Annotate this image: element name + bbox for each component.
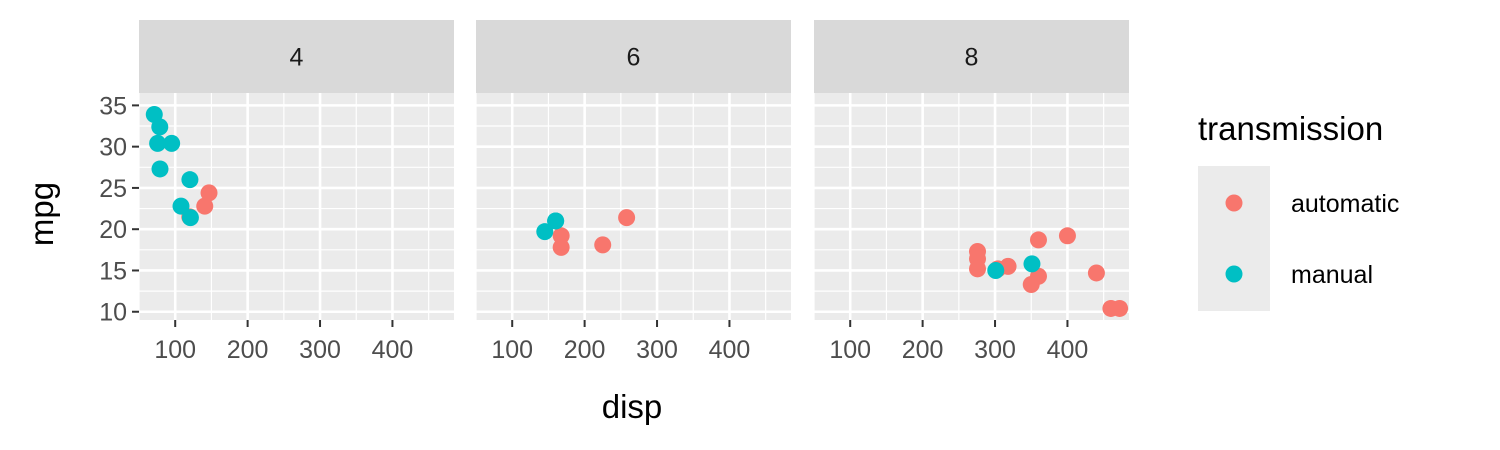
x-tick-label: 200 <box>227 336 269 364</box>
x-axis-title: disp <box>602 388 663 425</box>
x-tick-label: 300 <box>299 336 341 364</box>
data-point-automatic <box>196 197 214 215</box>
panel-strip <box>814 20 1129 93</box>
panel-strip <box>139 20 454 93</box>
x-tick-label: 200 <box>564 336 606 364</box>
data-point-manual <box>547 212 565 230</box>
legend-title: transmission <box>1198 110 1383 147</box>
x-tick-label: 200 <box>902 336 944 364</box>
panel-strip-label: 8 <box>965 44 979 72</box>
data-point-automatic <box>969 260 987 278</box>
x-tick-label: 300 <box>636 336 678 364</box>
data-point-manual <box>145 105 163 123</box>
panel-background <box>139 93 454 320</box>
y-tick-label: 25 <box>99 175 127 203</box>
panels-layer: 4 100 200 300 400 10 15 20 25 30 35 6 100 200 300 400 8 1… <box>99 20 1129 364</box>
y-axis-title: mpg <box>23 182 60 246</box>
panel-strip-label: 6 <box>627 44 641 72</box>
legend-label-automatic: automatic <box>1291 190 1399 218</box>
data-point-automatic <box>1029 231 1047 249</box>
panel-strip-label: 4 <box>290 44 304 72</box>
x-tick-label: 100 <box>829 336 871 364</box>
y-tick-label: 10 <box>99 299 127 327</box>
panel-6: 6 100 200 300 400 <box>475 20 791 364</box>
data-point-automatic <box>200 184 218 202</box>
y-tick-label: 30 <box>99 134 127 162</box>
data-point-manual <box>172 197 190 215</box>
y-tick-label: 20 <box>99 216 127 244</box>
data-point-automatic <box>969 242 987 260</box>
data-point-manual <box>181 171 199 189</box>
data-point-manual <box>1023 255 1041 273</box>
legend: transmission automatic manual <box>1198 110 1399 311</box>
data-point-automatic <box>1102 299 1120 317</box>
legend-label-manual: manual <box>1291 261 1373 289</box>
data-point-manual <box>149 134 167 152</box>
data-point-automatic <box>594 236 612 254</box>
data-point-automatic <box>552 238 570 256</box>
legend-key-manual <box>1225 265 1243 283</box>
y-tick-label: 35 <box>99 92 127 120</box>
data-point-automatic <box>1087 264 1105 282</box>
panel-8: 8 100 200 300 400 <box>813 20 1129 364</box>
panel-background <box>814 93 1129 320</box>
data-point-manual <box>536 223 554 241</box>
x-tick-label: 100 <box>154 336 196 364</box>
panel-background <box>476 93 791 320</box>
panel-4: 4 100 200 300 400 10 15 20 25 30 35 <box>99 20 454 364</box>
data-point-manual <box>163 134 181 152</box>
x-tick-label: 400 <box>1047 336 1089 364</box>
data-point-automatic <box>1022 276 1040 294</box>
legend-key-background <box>1198 166 1270 311</box>
panel-strip <box>476 20 791 93</box>
data-point-automatic <box>618 209 636 227</box>
data-point-automatic <box>1058 227 1076 245</box>
x-tick-label: 400 <box>372 336 414 364</box>
data-point-manual <box>181 209 199 227</box>
data-point-manual <box>151 160 169 178</box>
x-tick-label: 300 <box>974 336 1016 364</box>
y-tick-label: 15 <box>99 257 127 285</box>
data-point-manual <box>987 261 1005 279</box>
x-tick-label: 100 <box>491 336 533 364</box>
legend-key-automatic <box>1225 194 1243 212</box>
x-tick-label: 400 <box>709 336 751 364</box>
